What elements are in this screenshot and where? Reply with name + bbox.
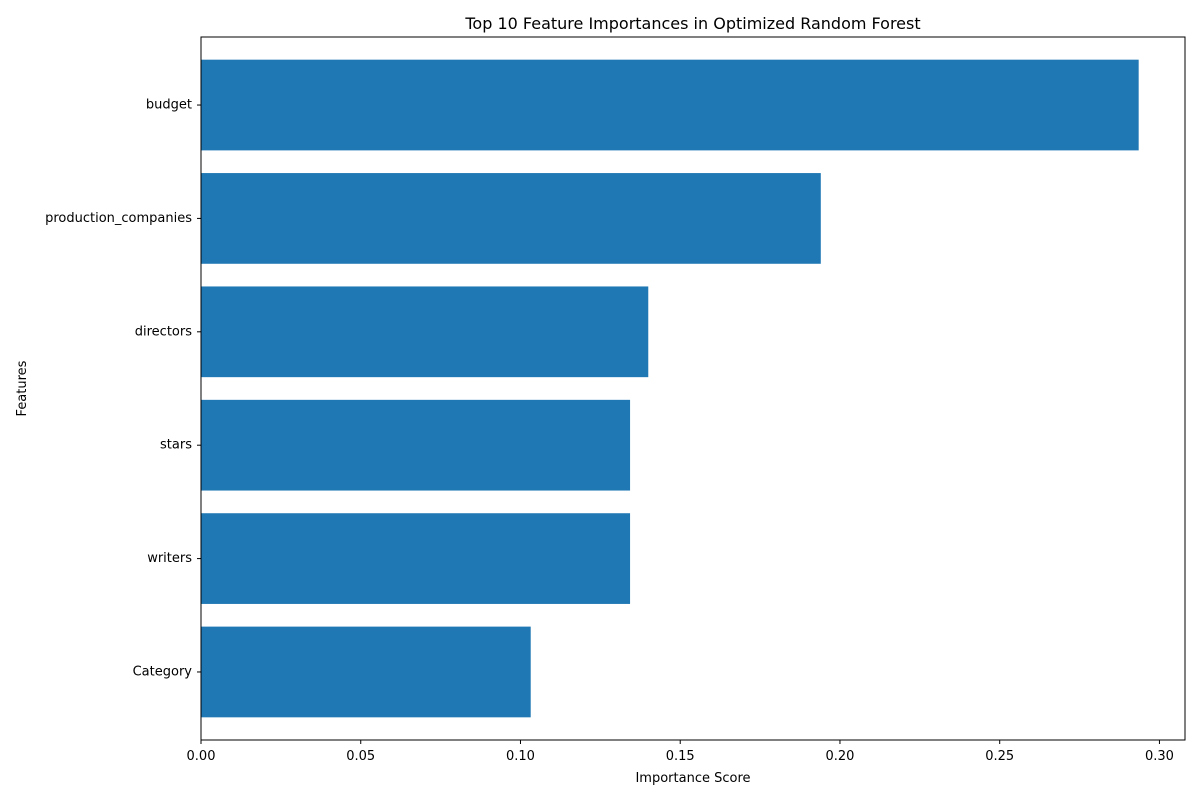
- x-tick-label: 0.10: [506, 749, 535, 764]
- bar-category: [201, 626, 531, 718]
- x-tick-label: 0.05: [346, 749, 375, 764]
- bar-directors: [201, 286, 649, 378]
- x-axis-label: Importance Score: [635, 771, 750, 786]
- y-tick-label-stars: stars: [160, 438, 192, 453]
- plot-frame: [200, 36, 1186, 741]
- bars-group: [201, 59, 1139, 718]
- y-axis-label: Features: [15, 360, 30, 416]
- x-axis-ticks: 0.00 0.05 0.10 0.15 0.20 0.25 0.30: [187, 740, 1174, 764]
- x-tick-label: 0.20: [825, 749, 854, 764]
- y-tick-label-production-companies: production_companies: [45, 211, 192, 226]
- chart-title: Top 10 Feature Importances in Optimized …: [464, 14, 920, 33]
- y-tick-label-writers: writers: [147, 551, 192, 566]
- y-tick-label-category: Category: [133, 664, 193, 679]
- bar-production-companies: [201, 173, 821, 264]
- x-tick-label: 0.00: [187, 749, 216, 764]
- y-axis-ticks: budget production_companies directors stars…: [45, 98, 201, 679]
- x-tick-label: 0.15: [666, 749, 695, 764]
- x-tick-label: 0.30: [1145, 749, 1174, 764]
- bar-writers: [201, 513, 631, 604]
- y-tick-label-budget: budget: [146, 98, 192, 113]
- x-tick-label: 0.25: [985, 749, 1014, 764]
- bar-budget: [201, 59, 1139, 151]
- bar-stars: [201, 399, 631, 491]
- y-tick-label-directors: directors: [135, 324, 192, 339]
